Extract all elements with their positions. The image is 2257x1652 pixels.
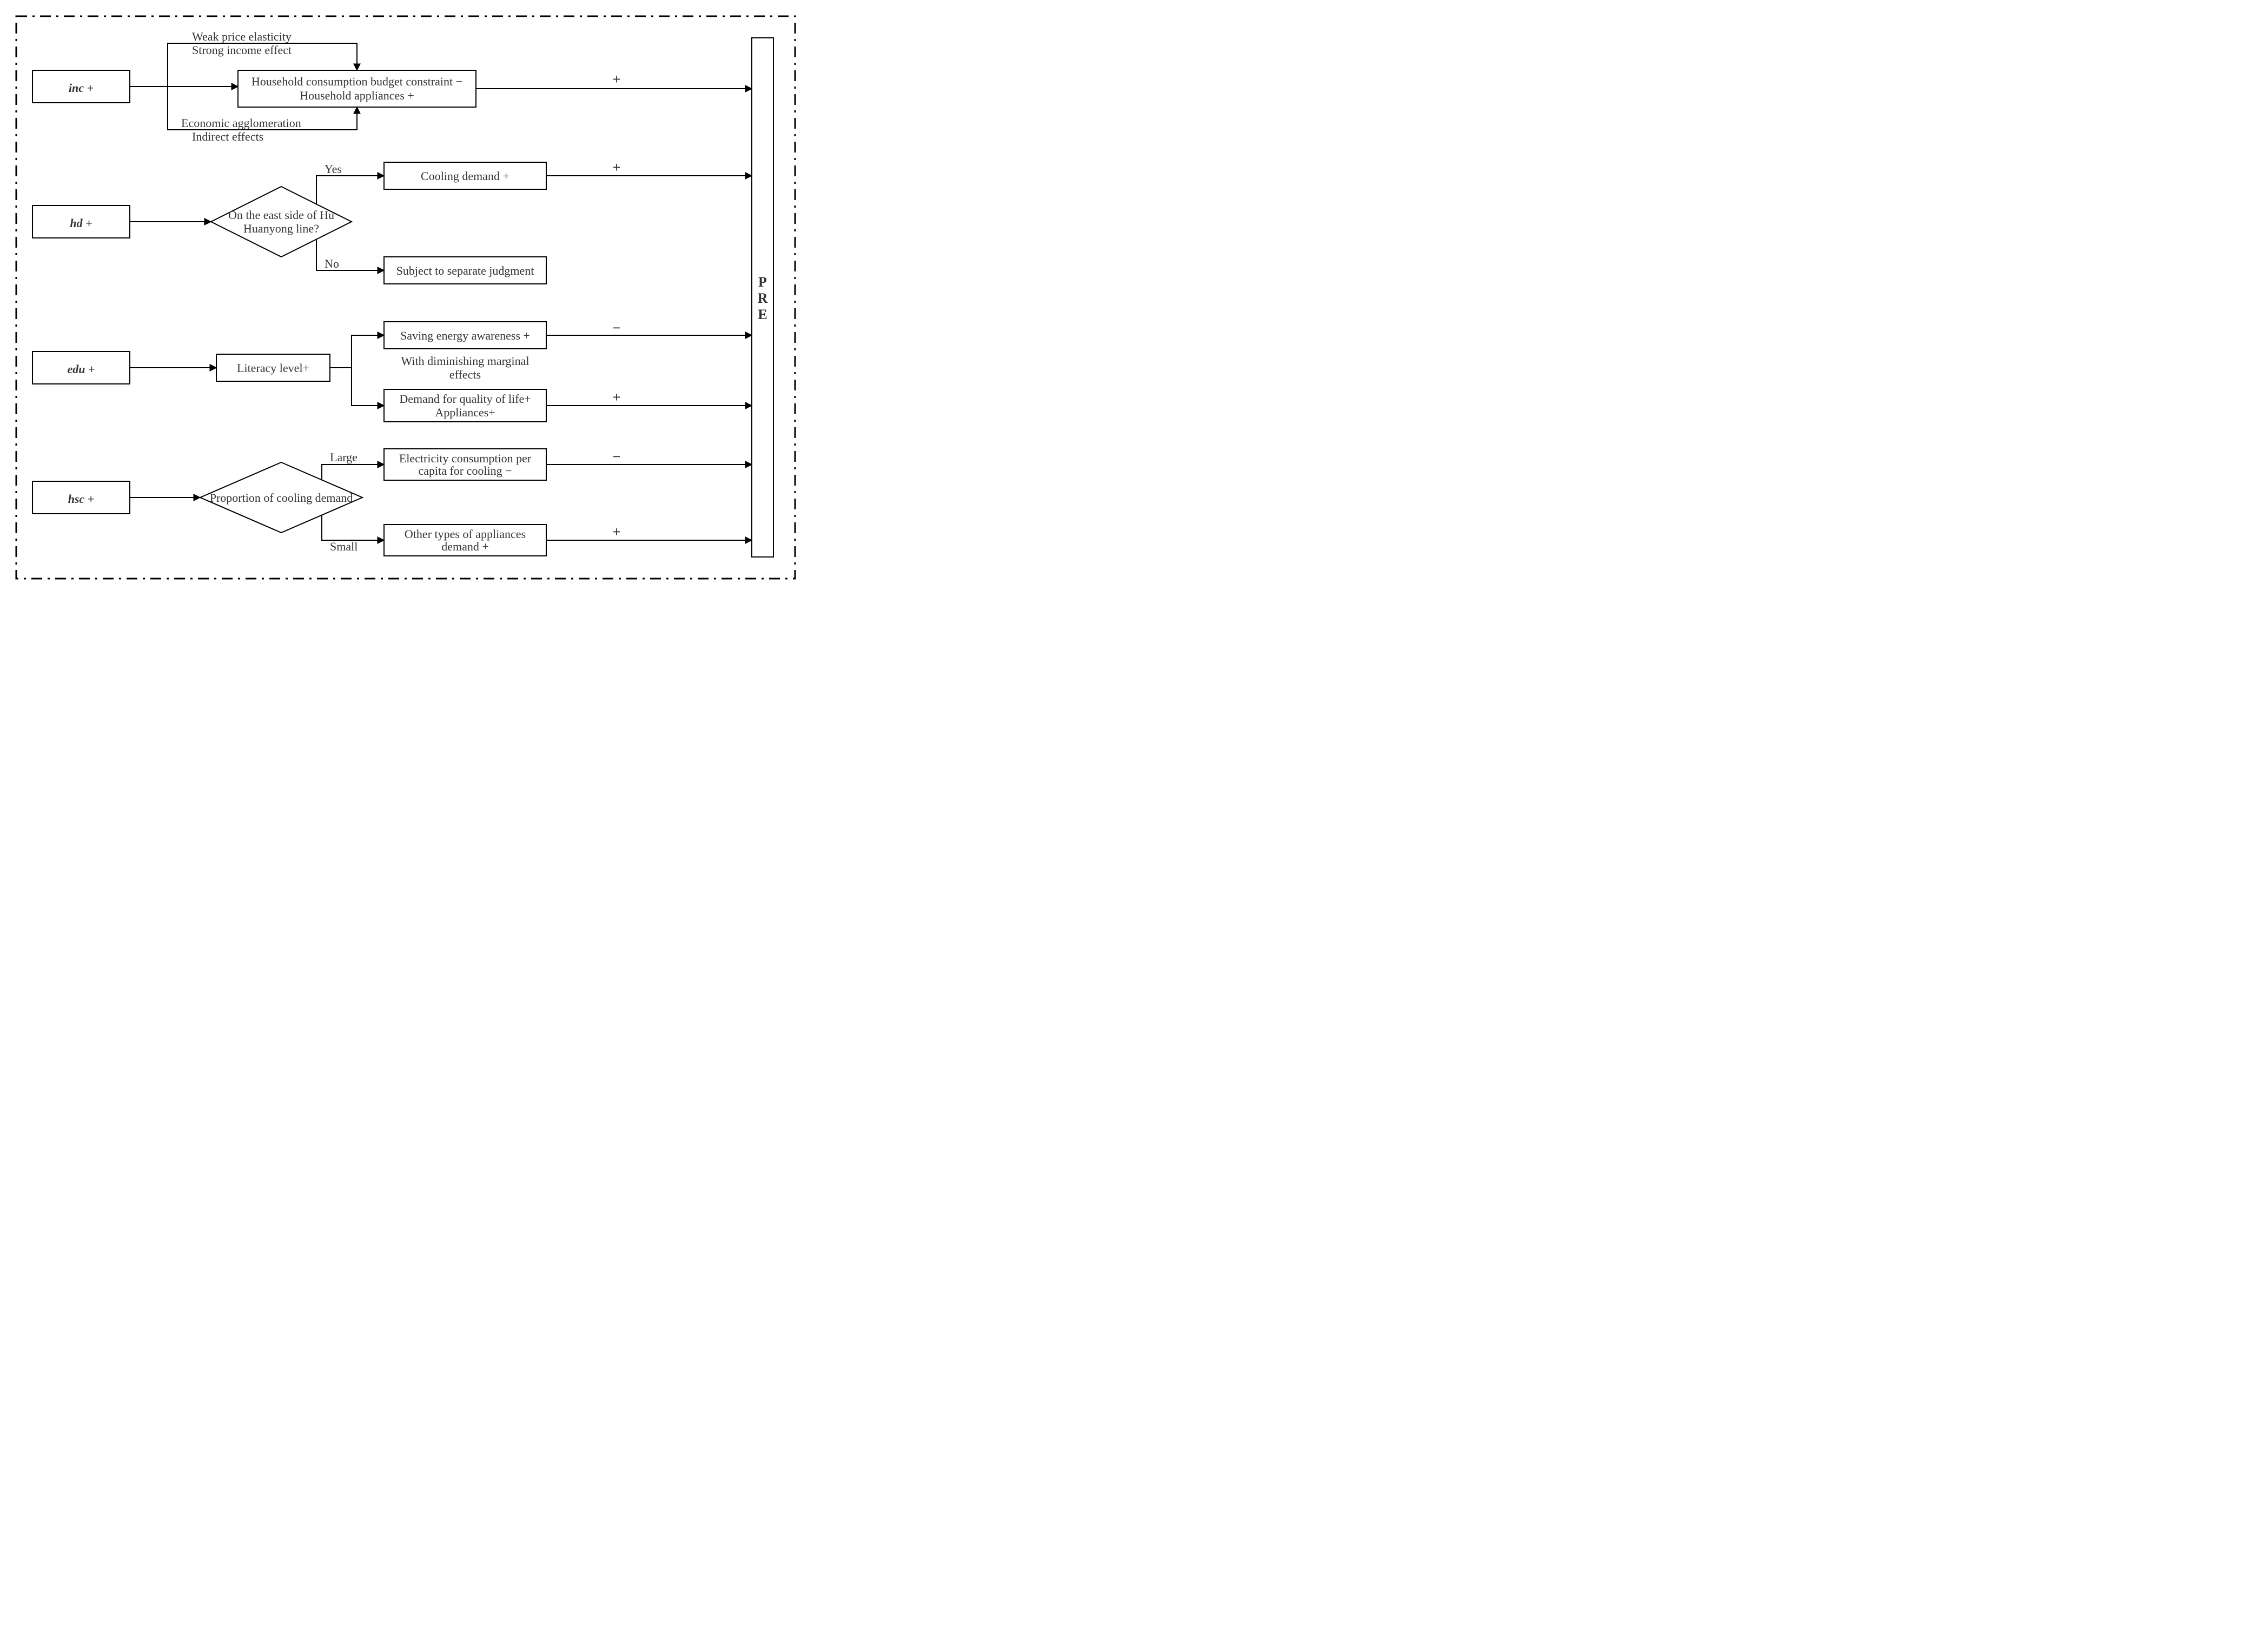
edu-bot-line1: Demand for quality of life+ [399, 392, 531, 406]
edu-input-label: edu + [67, 362, 95, 376]
edu-bot-line2: Appliances+ [435, 406, 495, 419]
hd-dec-line2: Huanyong line? [243, 222, 319, 235]
inc-top-label2: Strong income effect [192, 43, 292, 57]
hsc-large-label: Large [330, 450, 358, 464]
edu-bot-sign: + [613, 389, 621, 405]
hd-yes-label: Yes [325, 162, 342, 176]
inc-sign: + [613, 71, 621, 87]
edu-mid-label: Literacy level+ [237, 361, 309, 375]
inc-mid-line2: Household appliances + [300, 89, 414, 102]
hsc-top-sign: − [613, 449, 621, 465]
edu-top-text: Saving energy awareness + [400, 329, 530, 342]
hd-yes-sign: + [613, 160, 621, 175]
hd-yes-path [316, 176, 384, 204]
hsc-bot-line2: demand + [441, 540, 489, 553]
diagram-canvas: P R E inc + Weak price elasticity Strong… [0, 0, 811, 595]
inc-input-label: inc + [69, 81, 94, 95]
hd-yes-text: Cooling demand + [421, 169, 509, 183]
hsc-input-label: hsc + [68, 492, 95, 506]
hd-dec-line1: On the east side of Hu [228, 208, 334, 222]
hsc-large-path [322, 465, 384, 480]
hsc-top-line2: capita for cooling − [418, 464, 512, 477]
inc-top-label1: Weak price elasticity [192, 30, 292, 43]
hd-no-label: No [325, 257, 339, 270]
edu-bot-path [352, 368, 384, 406]
hd-input-label: hd + [70, 216, 92, 230]
hsc-top-line1: Electricity consumption per [399, 452, 532, 465]
pre-label-R: R [758, 290, 768, 306]
hsc-small-label: Small [330, 540, 358, 553]
edu-top-path [352, 335, 384, 368]
pre-label-E: E [758, 307, 767, 322]
inc-mid-line1: Household consumption budget constraint … [251, 75, 462, 88]
hsc-dec-label: Proportion of cooling demand [210, 491, 353, 505]
edu-between-2: effects [449, 368, 481, 381]
inc-bot-label2: Indirect effects [192, 130, 263, 143]
edu-between-1: With diminishing marginal [401, 354, 529, 368]
hsc-small-path [322, 515, 384, 540]
pre-label-P: P [758, 274, 767, 290]
inc-bot-label1: Economic agglomeration [181, 116, 301, 130]
hsc-bot-line1: Other types of appliances [405, 527, 526, 541]
edu-top-sign: − [613, 320, 621, 336]
hd-no-text: Subject to separate judgment [396, 264, 534, 277]
hsc-bot-sign: + [613, 524, 621, 540]
